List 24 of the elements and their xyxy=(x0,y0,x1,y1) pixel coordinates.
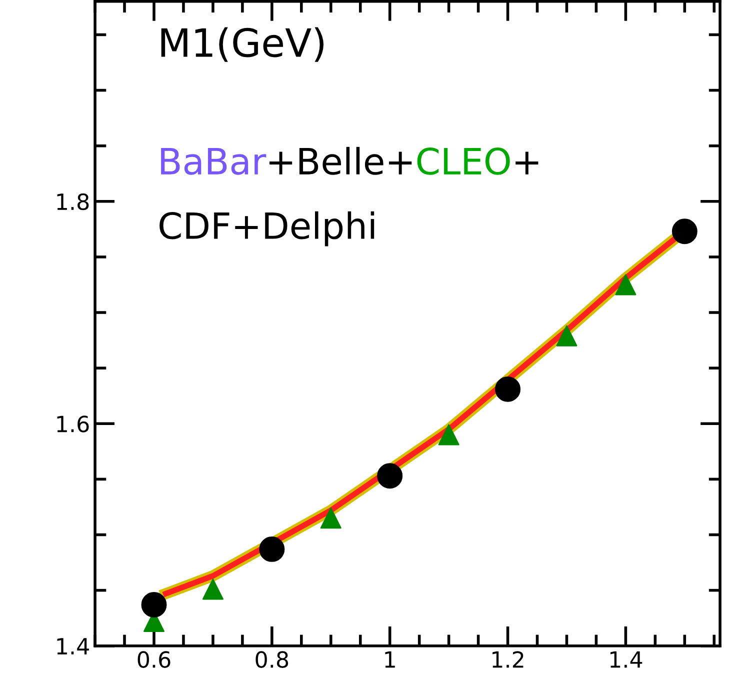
annotation: BaBar xyxy=(161,148,266,175)
annotation: M1(GeV) xyxy=(161,27,324,62)
point xyxy=(615,274,636,296)
x-tick-label: 1.2 xyxy=(492,651,524,668)
point xyxy=(495,376,520,402)
annotation: + xyxy=(516,152,538,174)
annotation: CLEO xyxy=(417,148,510,175)
x-tick-label: 1.4 xyxy=(610,651,642,668)
point xyxy=(672,218,698,244)
point xyxy=(320,508,342,529)
point xyxy=(377,463,403,489)
x-tick-label: 0.6 xyxy=(138,651,170,668)
y-tick-label: 1.8 xyxy=(57,193,89,210)
x-tick-label: 1 xyxy=(385,651,395,668)
annotation: +Belle+ xyxy=(269,146,412,175)
annotation: CDF+Delphi xyxy=(160,211,374,246)
point xyxy=(556,325,578,346)
x-tick-label: 0.8 xyxy=(256,651,288,668)
y-tick-label: 1.4 xyxy=(57,638,89,654)
point xyxy=(438,424,460,446)
point xyxy=(141,592,167,618)
point xyxy=(202,578,224,600)
y-tick-label: 1.6 xyxy=(57,416,89,432)
point xyxy=(259,536,285,562)
